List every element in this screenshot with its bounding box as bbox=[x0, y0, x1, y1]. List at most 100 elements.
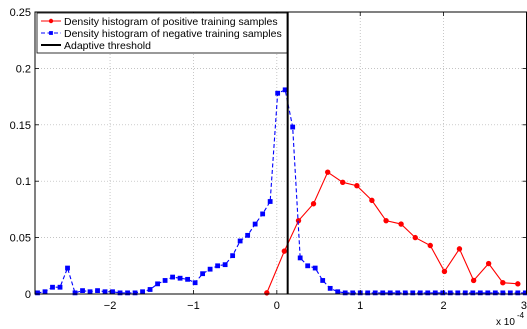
negative-data-point bbox=[365, 290, 371, 296]
positive-data-point bbox=[383, 217, 389, 224]
negative-data-point bbox=[500, 290, 506, 296]
positive-data-point bbox=[340, 179, 346, 186]
negative-data-point bbox=[402, 290, 408, 296]
negative-data-point bbox=[417, 290, 423, 296]
negative-data-point bbox=[447, 290, 453, 296]
x-tick-label: 2 bbox=[441, 300, 447, 312]
negative-data-point bbox=[275, 90, 281, 96]
negative-data-point bbox=[42, 289, 48, 295]
negative-data-point bbox=[35, 290, 40, 296]
negative-data-point bbox=[102, 289, 108, 295]
negative-data-point bbox=[170, 274, 175, 280]
negative-data-point bbox=[282, 87, 288, 93]
y-tick-label: 0.2 bbox=[16, 63, 31, 75]
positive-data-point bbox=[324, 169, 331, 175]
negative-data-point bbox=[522, 290, 527, 296]
positive-data-point bbox=[441, 268, 448, 275]
positive-data-point bbox=[485, 260, 492, 267]
negative-data-point bbox=[215, 263, 221, 269]
x-tick-label: 0 bbox=[274, 300, 280, 312]
positive-data-point bbox=[515, 281, 521, 287]
negative-data-point bbox=[72, 290, 78, 296]
negative-data-point bbox=[470, 290, 476, 296]
negative-data-point bbox=[155, 281, 160, 287]
negative-data-point bbox=[95, 288, 100, 294]
negative-data-point bbox=[140, 289, 145, 295]
negative-data-point bbox=[147, 287, 153, 292]
legend: Density histogram of positive training s… bbox=[36, 12, 288, 54]
y-tick-label: 0 bbox=[25, 289, 31, 301]
negative-data-point bbox=[507, 290, 513, 296]
positive-data-point bbox=[470, 277, 477, 284]
negative-data-point bbox=[57, 284, 63, 290]
negative-data-point bbox=[117, 290, 123, 296]
negative-data-point bbox=[387, 290, 393, 296]
negative-data-point bbox=[50, 284, 55, 290]
negative-data-point bbox=[455, 290, 461, 296]
positive-data-point bbox=[354, 183, 360, 189]
negative-data-point bbox=[477, 290, 483, 296]
legend-box bbox=[36, 12, 288, 54]
negative-data-point bbox=[192, 280, 198, 286]
y-tick-label: 0.05 bbox=[10, 233, 31, 245]
positive-data-point bbox=[427, 242, 433, 249]
negative-data-point bbox=[312, 265, 318, 271]
y-tick-label: 0.25 bbox=[10, 7, 31, 19]
positive-data-point bbox=[369, 197, 375, 204]
negative-data-point bbox=[260, 211, 266, 217]
y-tick-label: 0.1 bbox=[16, 176, 31, 188]
legend-item-threshold-label: Adaptive threshold bbox=[64, 40, 151, 52]
negative-data-point bbox=[200, 271, 206, 277]
negative-data-point bbox=[125, 290, 130, 296]
negative-data-point bbox=[350, 290, 356, 296]
negative-data-point bbox=[327, 285, 333, 291]
negative-data-point bbox=[380, 290, 386, 296]
negative-data-point bbox=[320, 278, 326, 283]
negative-data-point bbox=[515, 290, 521, 296]
positive-series-line bbox=[266, 171, 518, 294]
tick-labels: −2 −1 0 1 2 3 0 0.05 0.1 0.15 0.2 0.25 bbox=[10, 7, 527, 312]
negative-data-point bbox=[372, 290, 378, 296]
positive-data-point bbox=[412, 234, 418, 241]
negative-data-point bbox=[207, 266, 213, 272]
negative-data-point bbox=[485, 290, 491, 296]
negative-data-point bbox=[462, 290, 468, 296]
y-tick-label: 0.15 bbox=[10, 120, 31, 132]
negative-data-point bbox=[237, 238, 243, 244]
negative-data-point bbox=[267, 199, 273, 204]
negative-data-point bbox=[440, 290, 446, 296]
positive-data-point bbox=[456, 246, 463, 252]
positive-data-point bbox=[500, 280, 506, 286]
negative-data-point bbox=[252, 221, 258, 227]
negative-data-point bbox=[80, 288, 85, 294]
x-tick-label: 1 bbox=[357, 300, 363, 312]
negative-data-point bbox=[395, 290, 401, 296]
negative-data-point bbox=[245, 232, 251, 238]
negative-data-point bbox=[110, 289, 115, 295]
negative-data-point bbox=[65, 265, 70, 271]
negative-data-point bbox=[162, 278, 168, 283]
x-tick-label: 3 bbox=[521, 300, 527, 312]
negative-data-point bbox=[222, 262, 228, 268]
legend-item-positive-marker bbox=[48, 18, 54, 24]
negative-data-point bbox=[335, 289, 341, 295]
legend-item-negative-label: Density histogram of negative training s… bbox=[64, 28, 282, 40]
negative-data-point bbox=[230, 253, 236, 259]
positive-data-point bbox=[398, 221, 404, 227]
negative-data-point bbox=[432, 290, 438, 296]
negative-data-point bbox=[297, 255, 303, 261]
negative-data-point bbox=[132, 290, 138, 296]
negative-data-point bbox=[425, 290, 431, 296]
negative-data-point bbox=[305, 263, 311, 269]
series-lines bbox=[35, 87, 527, 296]
negative-data-point bbox=[185, 276, 191, 282]
x-tick-label: −2 bbox=[104, 300, 117, 312]
negative-data-point bbox=[342, 290, 348, 296]
negative-data-point bbox=[492, 290, 498, 296]
positive-data-point bbox=[281, 248, 288, 254]
x-axis-multiplier-exponent: -4 bbox=[517, 311, 525, 320]
x-tick-label: −1 bbox=[187, 300, 200, 312]
x-axis-multiplier: x 10 -4 bbox=[496, 311, 525, 328]
